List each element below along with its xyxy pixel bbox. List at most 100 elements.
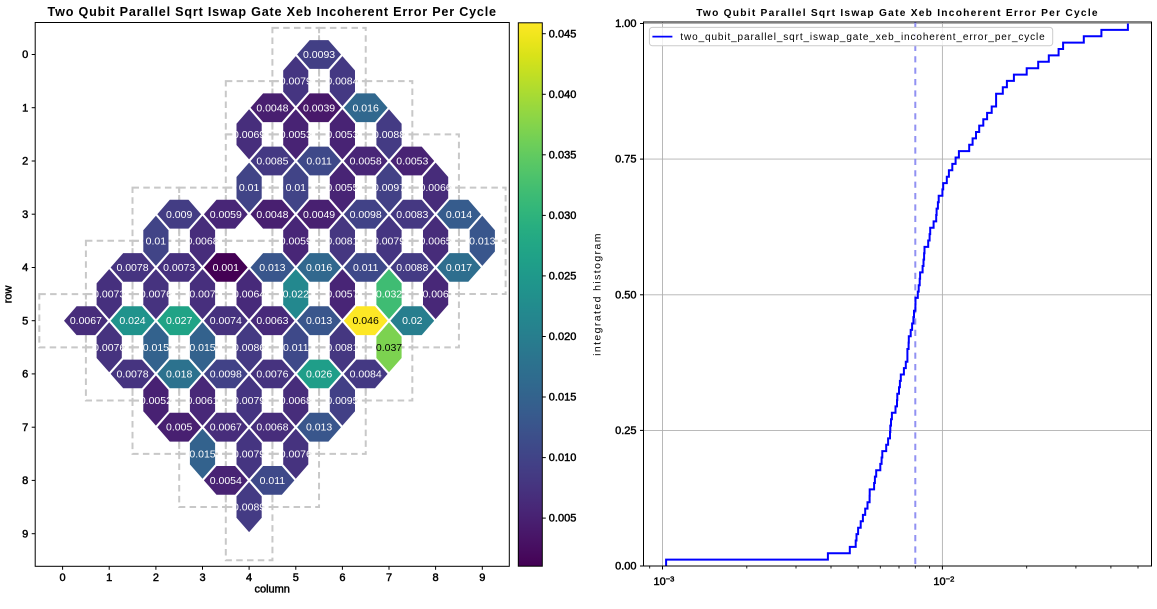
svg-text:8: 8: [22, 475, 28, 487]
svg-text:0.005: 0.005: [166, 422, 192, 434]
svg-text:0.0078: 0.0078: [116, 262, 148, 274]
svg-text:0.0084: 0.0084: [326, 76, 358, 88]
svg-text:0.0057: 0.0057: [326, 289, 358, 301]
svg-text:0.015: 0.015: [549, 392, 577, 404]
svg-text:0.0058: 0.0058: [350, 156, 382, 168]
svg-text:0.00: 0.00: [615, 561, 636, 573]
svg-text:6: 6: [339, 572, 345, 584]
svg-text:0.001: 0.001: [213, 262, 239, 274]
svg-text:0.0073: 0.0073: [163, 262, 195, 274]
svg-text:0.01: 0.01: [146, 235, 167, 247]
svg-text:0.0049: 0.0049: [303, 209, 335, 221]
svg-text:0.0083: 0.0083: [396, 209, 428, 221]
svg-text:10−3: 10−3: [654, 575, 675, 589]
svg-text:0.01: 0.01: [286, 182, 307, 194]
svg-text:5: 5: [22, 315, 28, 327]
svg-text:0.75: 0.75: [615, 154, 636, 166]
svg-text:0.02: 0.02: [402, 315, 423, 327]
svg-text:0.0098: 0.0098: [210, 369, 242, 381]
svg-text:0.045: 0.045: [549, 28, 577, 40]
svg-text:3: 3: [199, 572, 205, 584]
svg-text:4: 4: [246, 572, 252, 584]
svg-text:3: 3: [22, 209, 28, 221]
svg-text:7: 7: [22, 422, 28, 434]
svg-text:0.0086: 0.0086: [233, 342, 265, 354]
svg-text:0.0063: 0.0063: [256, 315, 288, 327]
svg-text:0.006: 0.006: [422, 289, 448, 301]
svg-text:0.0076: 0.0076: [280, 448, 312, 460]
svg-text:0.0084: 0.0084: [350, 369, 382, 381]
svg-text:0.027: 0.027: [166, 315, 192, 327]
svg-text:0.046: 0.046: [353, 315, 379, 327]
svg-text:0.0064: 0.0064: [233, 289, 265, 301]
svg-text:0: 0: [22, 49, 28, 61]
svg-text:4: 4: [22, 262, 28, 274]
svg-text:0.0052: 0.0052: [140, 395, 172, 407]
svg-text:0.0067: 0.0067: [210, 422, 242, 434]
svg-text:7: 7: [386, 572, 392, 584]
svg-text:0.0039: 0.0039: [303, 102, 335, 114]
svg-text:0.0076: 0.0076: [256, 369, 288, 381]
svg-text:0.0081: 0.0081: [326, 235, 358, 247]
svg-text:0.037: 0.037: [376, 342, 402, 354]
svg-text:1: 1: [22, 102, 28, 114]
svg-text:0.007: 0.007: [189, 289, 215, 301]
svg-text:0.0067: 0.0067: [70, 315, 102, 327]
svg-text:0.024: 0.024: [119, 315, 145, 327]
svg-text:0.0074: 0.0074: [210, 315, 242, 327]
svg-text:0.011: 0.011: [260, 475, 286, 487]
svg-text:0.0088: 0.0088: [396, 262, 428, 274]
svg-text:0.011: 0.011: [306, 156, 332, 168]
svg-text:column: column: [254, 584, 289, 596]
svg-text:5: 5: [293, 572, 299, 584]
svg-text:0.0093: 0.0093: [303, 49, 335, 61]
svg-text:0.015: 0.015: [143, 342, 169, 354]
svg-text:0.011: 0.011: [353, 262, 379, 274]
svg-text:0.013: 0.013: [306, 422, 332, 434]
svg-text:0.0065: 0.0065: [420, 235, 452, 247]
svg-text:0.016: 0.016: [306, 262, 332, 274]
svg-text:0.005: 0.005: [549, 513, 577, 525]
svg-text:9: 9: [22, 528, 28, 540]
svg-text:integrated histogram: integrated histogram: [592, 232, 604, 356]
svg-text:0.040: 0.040: [549, 89, 577, 101]
svg-text:0.0069: 0.0069: [233, 129, 265, 141]
svg-text:0.013: 0.013: [259, 262, 285, 274]
svg-text:0.0048: 0.0048: [256, 209, 288, 221]
svg-text:0.0053: 0.0053: [396, 156, 428, 168]
svg-text:0.0095: 0.0095: [326, 395, 358, 407]
svg-text:0.016: 0.016: [353, 102, 379, 114]
svg-text:0.0048: 0.0048: [256, 102, 288, 114]
svg-text:0.017: 0.017: [446, 262, 472, 274]
svg-text:0.0078: 0.0078: [116, 369, 148, 381]
svg-text:0.0089: 0.0089: [233, 502, 265, 514]
svg-text:0.0059: 0.0059: [210, 209, 242, 221]
svg-text:0.0068: 0.0068: [186, 235, 218, 247]
svg-text:0.013: 0.013: [469, 235, 495, 247]
svg-text:0.0053: 0.0053: [326, 129, 358, 141]
svg-text:0.009: 0.009: [166, 209, 192, 221]
svg-text:0.50: 0.50: [615, 289, 636, 301]
svg-text:0.0076: 0.0076: [93, 342, 125, 354]
svg-text:0.01: 0.01: [239, 182, 260, 194]
svg-text:0.25: 0.25: [615, 425, 636, 437]
svg-text:0.022: 0.022: [283, 289, 309, 301]
svg-text:0.025: 0.025: [549, 271, 577, 283]
svg-text:0.0079: 0.0079: [233, 448, 265, 460]
svg-text:6: 6: [22, 369, 28, 381]
svg-text:0.0053: 0.0053: [280, 129, 312, 141]
svg-text:0.0061: 0.0061: [186, 395, 218, 407]
svg-text:0.0079: 0.0079: [280, 76, 312, 88]
svg-text:2: 2: [22, 156, 28, 168]
svg-text:0.011: 0.011: [283, 342, 309, 354]
svg-text:0.0055: 0.0055: [326, 182, 358, 194]
svg-text:0.0098: 0.0098: [350, 209, 382, 221]
svg-text:0.0088: 0.0088: [373, 129, 405, 141]
svg-text:0.0079: 0.0079: [373, 235, 405, 247]
svg-text:8: 8: [433, 572, 439, 584]
svg-text:0.0079: 0.0079: [233, 395, 265, 407]
svg-text:0.0097: 0.0097: [373, 182, 405, 194]
svg-text:0.010: 0.010: [549, 452, 577, 464]
svg-text:0.026: 0.026: [306, 369, 332, 381]
svg-text:0.0068: 0.0068: [256, 422, 288, 434]
